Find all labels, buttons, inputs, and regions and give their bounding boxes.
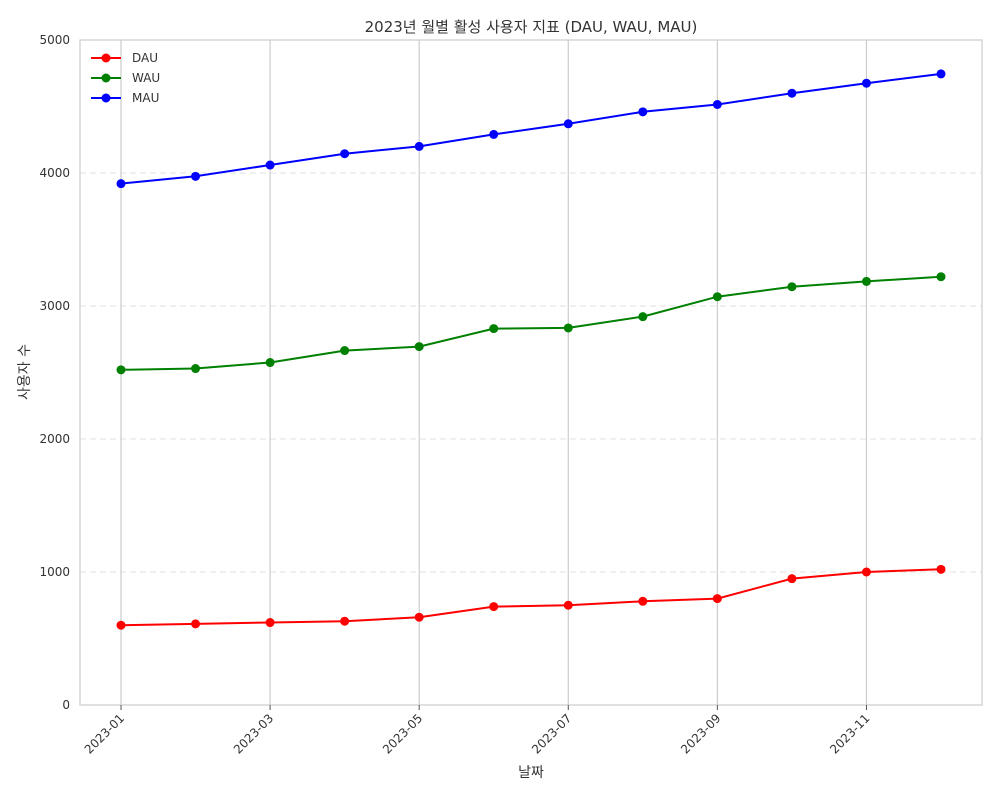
data-point-mau bbox=[563, 119, 573, 129]
y-tick-label: 4000 bbox=[39, 166, 70, 180]
data-point-mau bbox=[191, 171, 201, 181]
legend-label: MAU bbox=[132, 91, 159, 105]
series-line-mau bbox=[120, 72, 942, 185]
legend-item-dau: DAU bbox=[91, 51, 158, 65]
data-point-wau bbox=[340, 346, 350, 356]
data-point-dau bbox=[116, 620, 126, 630]
x-axis-label: 날짜 bbox=[518, 765, 544, 781]
y-tick-label: 0 bbox=[62, 698, 70, 712]
data-point-wau bbox=[414, 342, 424, 352]
data-point-wau bbox=[787, 282, 797, 292]
legend-marker bbox=[101, 93, 111, 103]
legend-label: DAU bbox=[132, 51, 158, 65]
data-point-mau bbox=[414, 141, 424, 151]
legend-item-wau: WAU bbox=[91, 71, 160, 85]
y-tick-label: 3000 bbox=[39, 299, 70, 313]
legend-marker bbox=[101, 73, 111, 83]
data-point-mau bbox=[861, 78, 871, 88]
data-point-mau bbox=[340, 149, 350, 159]
data-point-mau bbox=[712, 100, 722, 110]
series-group bbox=[116, 69, 946, 630]
x-axis-ticks: 2023-01 2023-03 2023-05 2023-07 2023-09 2023-… bbox=[82, 705, 873, 757]
data-point-dau bbox=[191, 619, 201, 629]
data-point-mau bbox=[265, 160, 275, 170]
data-point-wau bbox=[861, 276, 871, 286]
y-axis-label: 사용자 수 bbox=[17, 344, 33, 400]
x-tick-label: 2023-05 bbox=[380, 711, 425, 756]
data-point-mau bbox=[638, 107, 648, 117]
chart-title: 2023년 월별 활성 사용자 지표 (DAU, WAU, MAU) bbox=[365, 18, 698, 36]
legend: DAU WAU MAU bbox=[91, 51, 160, 105]
data-point-wau bbox=[936, 272, 946, 282]
x-tick-label: 2023-11 bbox=[827, 711, 872, 756]
x-tick-label: 2023-09 bbox=[678, 711, 723, 756]
data-point-dau bbox=[414, 612, 424, 622]
x-tick-label: 2023-03 bbox=[231, 711, 276, 756]
data-point-dau bbox=[563, 600, 573, 610]
data-point-mau bbox=[489, 129, 499, 139]
y-tick-label: 1000 bbox=[39, 565, 70, 579]
data-point-mau bbox=[936, 69, 946, 79]
series-dau bbox=[116, 564, 946, 630]
series-line-wau bbox=[120, 275, 942, 371]
data-point-dau bbox=[340, 616, 350, 626]
data-point-dau bbox=[787, 574, 797, 584]
data-point-dau bbox=[265, 618, 275, 628]
legend-label: WAU bbox=[132, 71, 160, 85]
y-tick-label: 5000 bbox=[39, 33, 70, 47]
data-point-dau bbox=[489, 602, 499, 612]
y-tick-label: 2000 bbox=[39, 432, 70, 446]
legend-item-mau: MAU bbox=[91, 91, 159, 105]
data-point-wau bbox=[191, 364, 201, 374]
legend-marker bbox=[101, 53, 111, 63]
x-tick-label: 2023-07 bbox=[529, 711, 574, 756]
data-point-dau bbox=[861, 567, 871, 577]
series-wau bbox=[116, 272, 946, 375]
data-point-dau bbox=[638, 596, 648, 606]
data-point-wau bbox=[712, 292, 722, 302]
series-line-dau bbox=[120, 568, 942, 627]
series-mau bbox=[116, 69, 946, 189]
data-point-wau bbox=[265, 358, 275, 368]
y-axis-ticks: 0 1000 2000 3000 4000 5000 bbox=[39, 33, 70, 712]
data-point-mau bbox=[116, 179, 126, 189]
data-point-dau bbox=[712, 594, 722, 604]
data-point-wau bbox=[116, 365, 126, 375]
data-point-wau bbox=[563, 323, 573, 333]
x-tick-label: 2023-01 bbox=[82, 711, 127, 756]
data-point-wau bbox=[638, 312, 648, 322]
data-point-dau bbox=[936, 564, 946, 574]
data-point-wau bbox=[489, 324, 499, 334]
plot-frame bbox=[79, 39, 983, 706]
data-point-mau bbox=[787, 88, 797, 98]
